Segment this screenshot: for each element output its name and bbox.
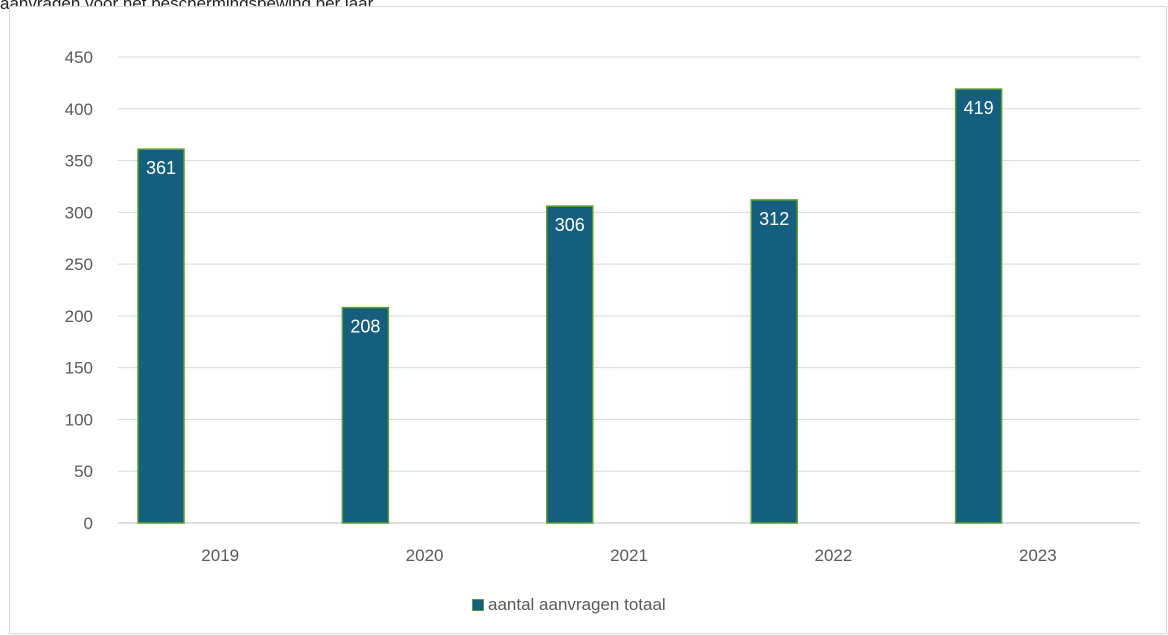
y-tick-label: 150 [65,359,93,378]
y-tick-label: 250 [65,255,93,274]
legend-swatch [472,599,484,611]
bar [341,306,390,524]
y-tick-label: 400 [65,100,93,119]
bar [137,148,185,524]
y-tick-label: 200 [65,307,93,326]
y-tick-label: 450 [65,48,93,67]
data-label: 312 [759,209,789,229]
bar [546,205,594,524]
data-label: 361 [146,158,176,178]
x-tick-label: 2021 [610,546,648,565]
legend: aantal aanvragen totaal [472,595,666,615]
bar [954,88,1003,524]
chart-caption: aanvragen voor het beschermingsbewind pe… [0,0,374,10]
x-tick-label: 2019 [201,546,239,565]
x-tick-label: 2020 [406,546,444,565]
y-tick-label: 100 [65,410,93,429]
x-tick-label: 2022 [814,546,852,565]
y-tick-label: 300 [65,203,93,222]
data-label: 419 [964,98,994,118]
y-tick-label: 50 [74,462,93,481]
data-label: 208 [350,317,380,337]
legend-label: aantal aanvragen totaal [488,595,666,614]
data-label: 306 [555,215,585,235]
bar [750,199,798,524]
x-tick-label: 2023 [1019,546,1057,565]
y-tick-label: 350 [65,152,93,171]
y-tick-label: 0 [84,514,93,533]
